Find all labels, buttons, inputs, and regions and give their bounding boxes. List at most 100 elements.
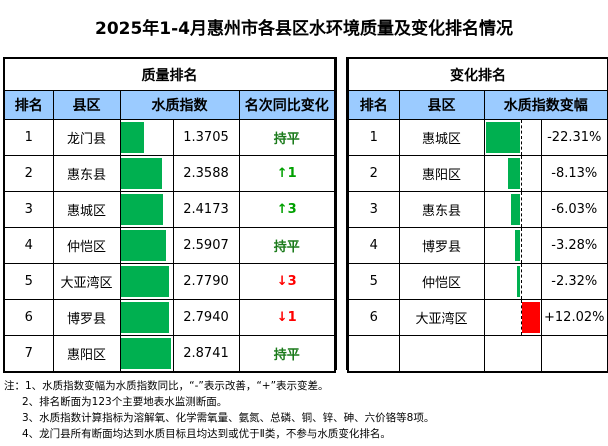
- county: 博罗县: [398, 227, 485, 264]
- index-bar-cell: [119, 263, 174, 300]
- rank-change: ↑3: [238, 191, 336, 228]
- empty-cell: [347, 335, 400, 373]
- index-bar: [120, 230, 166, 261]
- index-bar: [120, 266, 169, 297]
- table-row: 1 惠城区 -22.31%: [347, 119, 608, 156]
- change-bar-cell: [483, 263, 542, 300]
- change-bar-cell: [483, 155, 542, 192]
- table-row: 5 仲恺区 -2.32%: [347, 263, 608, 300]
- header-rank: 排名: [347, 90, 400, 120]
- zero-axis: [520, 228, 522, 263]
- zero-axis: [520, 156, 522, 191]
- zero-axis: [520, 192, 522, 227]
- header-rank: 排名: [3, 90, 54, 120]
- rank: 2: [3, 155, 54, 192]
- quality-ranking-table: 质量排名 排名 县区 水质指数 名次同比变化 1 龙门县 1.3705 持平 2 惠东…: [3, 57, 337, 373]
- rank: 1: [347, 119, 400, 156]
- table-row: 4 博罗县 -3.28%: [347, 227, 608, 264]
- empty-cell: [540, 335, 608, 373]
- rank: 6: [347, 299, 400, 336]
- change-bar: [516, 266, 521, 297]
- change-value: +12.02%: [540, 299, 608, 336]
- county: 惠东县: [52, 155, 121, 192]
- footnotes: 注：1、水质指数变幅为水质指数同比，“-”表示改善，“+”表示变差。 2、排名断…: [4, 378, 434, 442]
- rank: 3: [3, 191, 54, 228]
- change-caption: 变化排名: [347, 57, 608, 91]
- header-county: 县区: [52, 90, 121, 120]
- index-value: 2.5907: [172, 227, 240, 264]
- index-value: 2.4173: [172, 191, 240, 228]
- index-bar-cell: [119, 335, 174, 373]
- note: 2、排名断面为123个主要地表水监测断面。: [22, 396, 228, 408]
- change-bar: [486, 122, 521, 153]
- table-row: 2 惠阳区 -8.13%: [347, 155, 608, 192]
- rank: 5: [347, 263, 400, 300]
- header-county: 县区: [398, 90, 485, 120]
- index-bar-cell: [119, 299, 174, 336]
- change-ranking-table: 变化排名 排名 县区 水质指数变幅 1 惠城区 -22.31% 2 惠阳区 -8.1…: [347, 57, 608, 373]
- county: 龙门县: [52, 119, 121, 156]
- header-index: 水质指数: [119, 90, 240, 120]
- rank: 4: [3, 227, 54, 264]
- table-row: 6 博罗县 2.7940 ↓1: [3, 299, 336, 336]
- table-row: 3 惠城区 2.4173 ↑3: [3, 191, 336, 228]
- change-bar: [521, 302, 540, 333]
- county: 仲恺区: [398, 263, 485, 300]
- rank: 1: [3, 119, 54, 156]
- index-value: 2.7940: [172, 299, 240, 336]
- rank-change: 持平: [238, 119, 336, 156]
- change-bar-cell: [483, 227, 542, 264]
- county: 惠阳区: [52, 335, 121, 373]
- rank: 2: [347, 155, 400, 192]
- index-value: 1.3705: [172, 119, 240, 156]
- county: 仲恺区: [52, 227, 121, 264]
- rank: 3: [347, 191, 400, 228]
- rank: 4: [347, 227, 400, 264]
- rank: 7: [3, 335, 54, 373]
- index-bar: [120, 338, 171, 369]
- county: 惠城区: [398, 119, 485, 156]
- table-separator: [336, 57, 347, 370]
- table-row: 1 龙门县 1.3705 持平: [3, 119, 336, 156]
- county: 大亚湾区: [398, 299, 485, 336]
- table-row: 6 大亚湾区 +12.02%: [347, 299, 608, 336]
- header-change: 名次同比变化: [238, 90, 336, 120]
- change-bar-cell: [483, 191, 542, 228]
- change-value: -3.28%: [540, 227, 608, 264]
- note: 注：1、水质指数变幅为水质指数同比，“-”表示改善，“+”表示变差。: [4, 380, 329, 392]
- index-bar-cell: [119, 119, 174, 156]
- change-bar-cell: [483, 299, 542, 336]
- change-bar-cell: [483, 119, 542, 156]
- index-value: 2.7790: [172, 263, 240, 300]
- header-change-pct: 水质指数变幅: [483, 90, 608, 120]
- change-bar: [508, 158, 521, 189]
- index-bar: [120, 194, 163, 225]
- empty-cell: [398, 335, 485, 373]
- table-row: 3 惠东县 -6.03%: [347, 191, 608, 228]
- rank: 5: [3, 263, 54, 300]
- table-row: 5 大亚湾区 2.7790 ↓3: [3, 263, 336, 300]
- change-bar: [511, 194, 521, 225]
- index-bar: [120, 122, 145, 153]
- index-bar: [120, 158, 162, 189]
- index-bar-cell: [119, 227, 174, 264]
- rank-change: ↑1: [238, 155, 336, 192]
- rank: 6: [3, 299, 54, 336]
- change-value: -8.13%: [540, 155, 608, 192]
- zero-axis: [520, 264, 522, 299]
- index-bar-cell: [119, 191, 174, 228]
- empty-cell: [483, 335, 542, 373]
- county: 大亚湾区: [52, 263, 121, 300]
- rank-change: ↓3: [238, 263, 336, 300]
- index-bar-cell: [119, 155, 174, 192]
- zero-axis: [520, 120, 522, 155]
- change-value: -6.03%: [540, 191, 608, 228]
- index-bar: [120, 302, 170, 333]
- change-value: -22.31%: [540, 119, 608, 156]
- rank-change: 持平: [238, 335, 336, 373]
- index-value: 2.8741: [172, 335, 240, 373]
- page-title: 2025年1-4月惠州市各县区水环境质量及变化排名情况: [94, 19, 514, 39]
- change-value: -2.32%: [540, 263, 608, 300]
- rank-change: ↓1: [238, 299, 336, 336]
- note: 4、龙门县所有断面均达到水质目标且均达到或优于Ⅱ类，不参与水质变化排名。: [22, 428, 391, 440]
